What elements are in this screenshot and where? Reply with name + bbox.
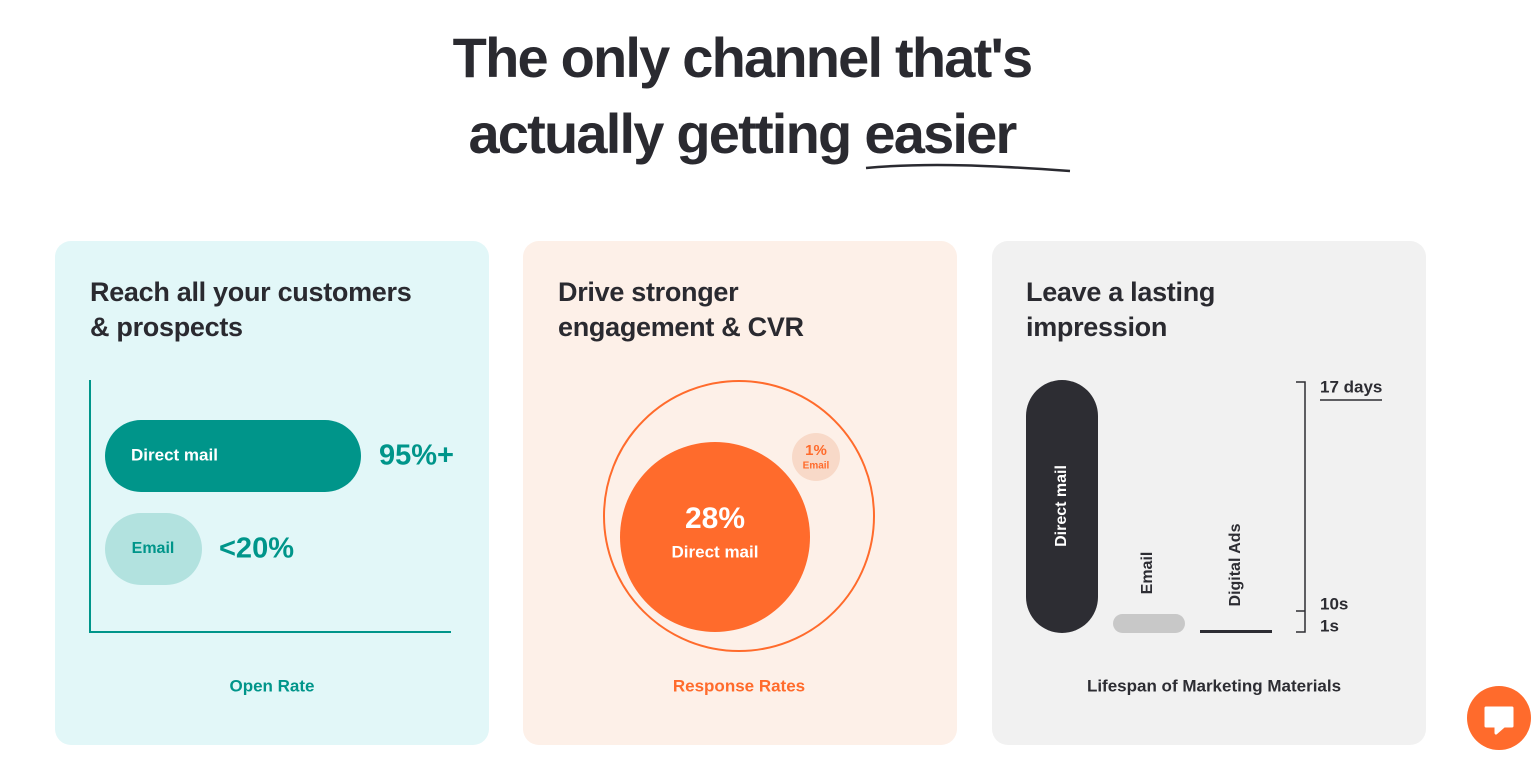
bar-label: Direct mail — [1053, 465, 1070, 547]
card — [55, 241, 489, 745]
bar-label: Email — [1139, 552, 1156, 595]
main-label: Direct mail — [672, 542, 759, 561]
headline-text: actually getting — [468, 102, 850, 165]
bar — [105, 513, 202, 585]
chat-icon[interactable] — [1484, 706, 1514, 735]
bar — [1113, 614, 1185, 633]
outer-circle — [603, 380, 875, 652]
caption: Response Rates — [673, 676, 805, 695]
chat-button[interactable] — [1467, 686, 1531, 750]
scale-label: 10s — [1320, 594, 1348, 613]
bar — [1200, 630, 1272, 633]
caption: Lifespan of Marketing Materials — [1087, 676, 1341, 695]
headline: actually getting easier — [468, 102, 1016, 165]
card-title: engagement & CVR — [558, 312, 804, 342]
scale-label: 1s — [1320, 616, 1339, 635]
bar — [105, 420, 361, 492]
scale-label: 17 days — [1320, 377, 1382, 396]
card-title: & prospects — [90, 312, 243, 342]
caption: Open Rate — [229, 676, 314, 695]
main-value: 28% — [685, 502, 745, 535]
scale-bracket — [1296, 381, 1306, 633]
headline: The only channel that's — [453, 26, 1032, 89]
bar-label: Direct mail — [131, 445, 218, 464]
headline-emphasis: easier — [864, 102, 1016, 165]
card — [992, 241, 1426, 745]
card-title: impression — [1026, 312, 1167, 342]
card-title: Drive stronger — [558, 277, 739, 307]
bar-label: Digital Ads — [1227, 523, 1244, 606]
card-title: Leave a lasting — [1026, 277, 1215, 307]
bar — [1026, 380, 1098, 633]
main-circle — [620, 442, 810, 632]
minor-value: 1% — [805, 442, 827, 459]
minor-circle — [792, 433, 840, 481]
underline — [865, 163, 1071, 173]
axis — [89, 380, 451, 633]
bar-value: <20% — [219, 533, 294, 565]
bar-value: 95%+ — [379, 440, 454, 472]
card-title: Reach all your customers — [90, 277, 411, 307]
minor-label: Email — [803, 461, 830, 472]
bar-label: Email — [132, 540, 175, 557]
